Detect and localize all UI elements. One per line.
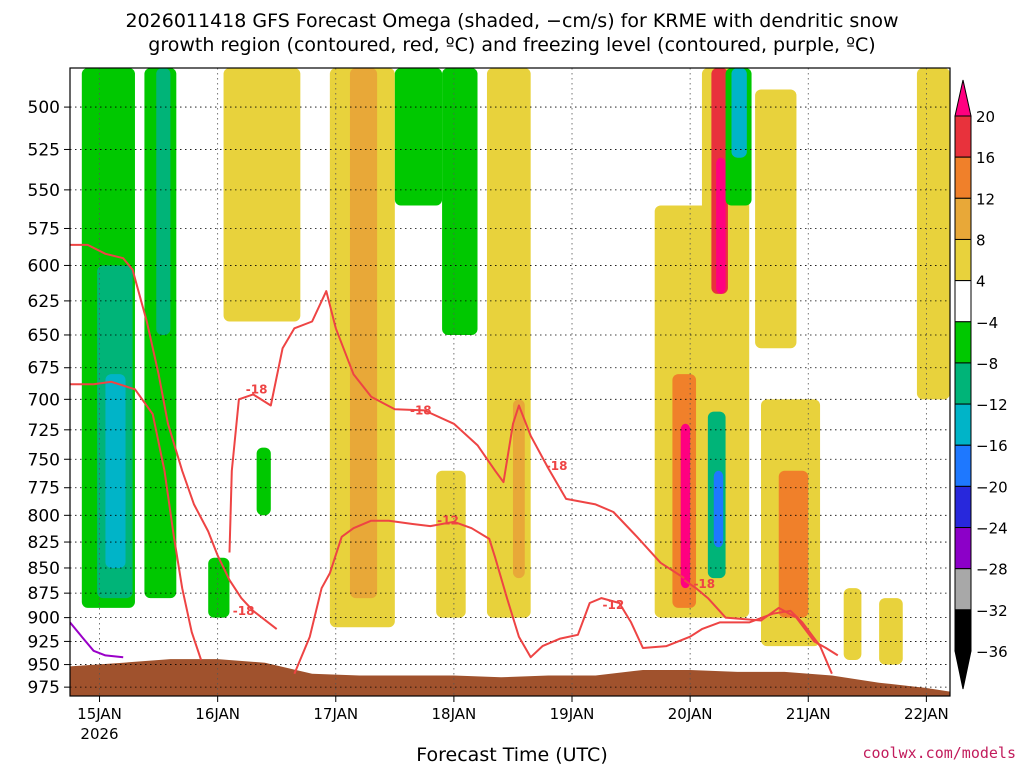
y-tick-label-850: 850 [28, 559, 60, 579]
omega-cell-14 [512, 399, 525, 579]
y-tick-label-525: 525 [28, 140, 60, 160]
omega-cell-7 [223, 68, 301, 322]
contour-label-2: -18 [546, 459, 568, 473]
colorbar-label-8: −16 [976, 437, 1008, 455]
chart-title-line-2: growth region (contoured, red, ºC) and f… [148, 34, 876, 56]
x-tick-label-6: 21JAN [786, 705, 831, 723]
x-tick-year-label: 2026 [80, 725, 118, 743]
contour-dgz_minus18_top [70, 243, 278, 630]
y-tick-label-825: 825 [28, 533, 60, 553]
colorbar-label-9: −20 [976, 478, 1008, 496]
y-tick-label-975: 975 [28, 678, 60, 698]
omega-cell-11 [442, 68, 478, 335]
contour-label-6: -18 [693, 577, 715, 591]
y-tick-label-900: 900 [28, 609, 60, 629]
omega-cell-6 [256, 447, 271, 516]
omega-cell-29 [879, 598, 903, 665]
colorbar-label-4: 4 [976, 273, 986, 291]
colorbar-label-7: −12 [976, 396, 1008, 414]
colorbar-band-0 [954, 115, 972, 158]
omega-cell-30 [916, 68, 950, 400]
colorbar-band-7 [954, 403, 972, 446]
contour-label-1: -18 [410, 403, 432, 417]
colorbar-band-11 [954, 568, 972, 611]
omega-cell-27 [755, 89, 797, 349]
omega-cell-28 [843, 588, 862, 660]
colorbar-label-3: 8 [976, 231, 986, 249]
omega-cell-20 [716, 157, 726, 294]
omega-cell-5 [208, 557, 230, 618]
y-tick-label-550: 550 [28, 181, 60, 201]
x-tick-label-1: 16JAN [195, 705, 240, 723]
x-tick-label-2: 17JAN [313, 705, 358, 723]
y-tick-label-575: 575 [28, 219, 60, 239]
contour-dgz_minus18_mid [228, 290, 685, 579]
contour-label-4: -12 [603, 598, 625, 612]
colorbar-top-arrow [954, 79, 972, 117]
omega-cell-17 [680, 423, 691, 589]
colorbar-band-9 [954, 485, 972, 529]
colorbar-band-4 [954, 280, 972, 323]
colorbar-band-10 [954, 527, 972, 570]
omega-cell-24 [731, 68, 747, 158]
colorbar-label-1: 16 [976, 149, 995, 167]
colorbar-band-5 [954, 321, 972, 364]
y-tick-label-650: 650 [28, 326, 60, 346]
colorbar-band-8 [954, 444, 972, 487]
contour-dgz_minus18_right [683, 579, 839, 657]
colorbar-band-3 [954, 238, 972, 282]
contour-dgz_minus12_left [70, 380, 203, 661]
plot-frame [69, 67, 951, 697]
y-tick-label-500: 500 [28, 98, 60, 118]
colorbar-label-12: −32 [976, 602, 1008, 620]
colorbar-label-10: −24 [976, 520, 1008, 538]
contour-label-5: -18 [233, 604, 255, 618]
x-tick-label-7: 22JAN [904, 705, 949, 723]
y-tick-label-700: 700 [28, 390, 60, 410]
colorbar-band-12 [954, 609, 972, 652]
x-tick-label-5: 20JAN [668, 705, 713, 723]
colorbar-band-6 [954, 362, 972, 405]
y-tick-label-750: 750 [28, 450, 60, 470]
y-tick-label-925: 925 [28, 632, 60, 652]
colorbar-bottom-arrow [954, 650, 972, 690]
x-tick-label-4: 19JAN [550, 705, 595, 723]
colorbar-label-11: −28 [976, 561, 1008, 579]
colorbar-label-13: −36 [976, 643, 1008, 661]
colorbar-label-5: −4 [976, 314, 998, 332]
contour-dgz_minus12_bottom [293, 519, 833, 675]
colorbar-label-2: 12 [976, 190, 995, 208]
colorbar-label-6: −8 [976, 355, 998, 373]
omega-cell-9 [349, 68, 378, 599]
x-tick-label-3: 18JAN [432, 705, 477, 723]
colorbar-label-0: 20 [976, 108, 995, 126]
colorbar-band-2 [954, 197, 972, 240]
colorbar-band-1 [954, 156, 972, 199]
y-tick-label-800: 800 [28, 506, 60, 526]
omega-cell-12 [436, 470, 466, 618]
y-tick-label-625: 625 [28, 292, 60, 312]
contour-label-0: -18 [246, 382, 268, 396]
x-axis-title: Forecast Time (UTC) [416, 744, 608, 766]
y-tick-label-950: 950 [28, 656, 60, 676]
y-tick-label-675: 675 [28, 359, 60, 379]
y-tick-label-725: 725 [28, 421, 60, 441]
contour-freezing_level [70, 621, 124, 659]
x-tick-label-0: 15JAN [77, 705, 122, 723]
omega-cell-26 [778, 470, 809, 618]
y-tick-label-775: 775 [28, 479, 60, 499]
site-credit: coolwx.com/models [862, 744, 1016, 762]
y-tick-label-875: 875 [28, 584, 60, 604]
omega-cell-10 [394, 68, 443, 206]
y-tick-label-600: 600 [28, 256, 60, 276]
omega-cell-22 [713, 470, 724, 548]
contour-label-3: -12 [437, 514, 459, 528]
chart-title-line-1: 2026011418 GFS Forecast Omega (shaded, −… [125, 10, 899, 32]
omega-cell-4 [156, 68, 171, 335]
omega-cell-2 [105, 374, 126, 568]
